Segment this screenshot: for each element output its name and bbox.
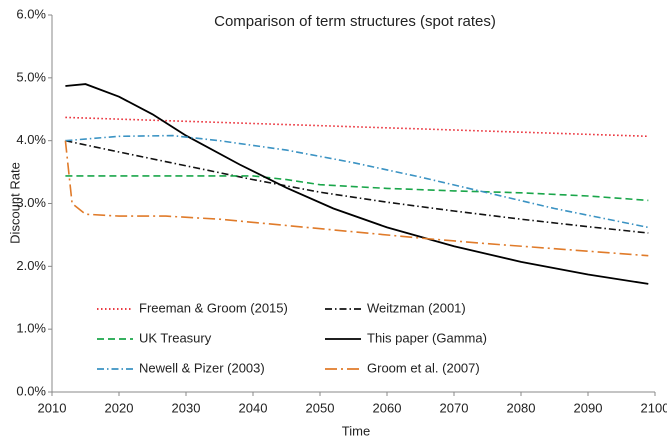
legend-label: This paper (Gamma)	[367, 330, 487, 345]
x-tick-label: 2020	[105, 400, 134, 415]
y-tick-label: 5.0%	[16, 69, 46, 84]
legend-label: Newell & Pizer (2003)	[139, 360, 265, 375]
series-line	[65, 139, 649, 234]
y-tick-label: 6.0%	[16, 6, 46, 21]
series-line	[65, 116, 649, 138]
legend-label: UK Treasury	[139, 330, 212, 345]
x-tick-label: 2050	[306, 400, 335, 415]
y-tick-label: 0.0%	[16, 383, 46, 398]
chart-title: Comparison of term structures (spot rate…	[214, 13, 496, 30]
legend-label: Freeman & Groom (2015)	[139, 300, 288, 315]
series-line	[65, 83, 649, 285]
legend-label: Groom et al. (2007)	[367, 360, 480, 375]
x-tick-label: 2010	[38, 400, 67, 415]
x-axis-title: Time	[342, 423, 370, 438]
x-tick-label: 2090	[574, 400, 603, 415]
y-tick-label: 3.0%	[16, 195, 46, 210]
x-tick-label: 2030	[172, 400, 201, 415]
x-tick-label: 2070	[440, 400, 469, 415]
legend-label: Weitzman (2001)	[367, 300, 466, 315]
y-tick-label: 2.0%	[16, 258, 46, 273]
x-tick-label: 2100	[641, 400, 667, 415]
x-tick-label: 2040	[239, 400, 268, 415]
series-line	[65, 175, 649, 202]
y-axis-title: Discount Rate	[7, 162, 22, 244]
series-line	[64, 140, 649, 257]
y-tick-label: 1.0%	[16, 321, 46, 336]
y-tick-label: 4.0%	[16, 132, 46, 147]
series-line	[65, 134, 649, 229]
x-tick-label: 2080	[507, 400, 536, 415]
x-tick-label: 2060	[373, 400, 402, 415]
